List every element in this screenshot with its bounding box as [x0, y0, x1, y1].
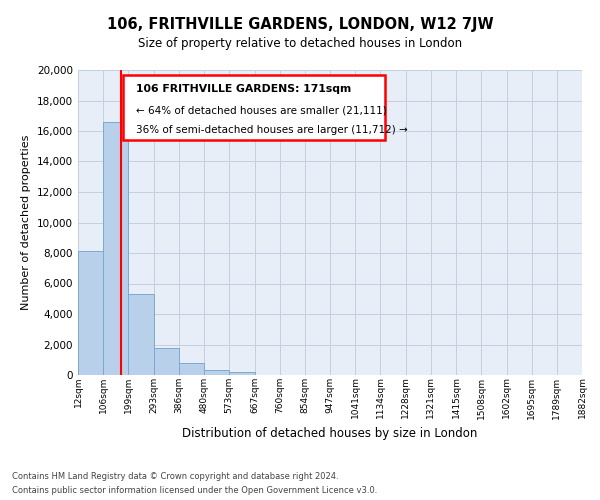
Bar — [78, 252, 103, 375]
Bar — [103, 122, 128, 375]
Text: 36% of semi-detached houses are larger (11,712) →: 36% of semi-detached houses are larger (… — [136, 125, 408, 135]
Bar — [179, 363, 204, 375]
Bar — [128, 294, 154, 375]
Text: Contains HM Land Registry data © Crown copyright and database right 2024.: Contains HM Land Registry data © Crown c… — [12, 472, 338, 481]
Bar — [229, 372, 254, 375]
Text: 106 FRITHVILLE GARDENS: 171sqm: 106 FRITHVILLE GARDENS: 171sqm — [136, 84, 351, 94]
X-axis label: Distribution of detached houses by size in London: Distribution of detached houses by size … — [182, 427, 478, 440]
Bar — [154, 348, 179, 375]
Text: 106, FRITHVILLE GARDENS, LONDON, W12 7JW: 106, FRITHVILLE GARDENS, LONDON, W12 7JW — [107, 18, 493, 32]
Text: ← 64% of detached houses are smaller (21,111): ← 64% of detached houses are smaller (21… — [136, 105, 387, 115]
Text: Contains public sector information licensed under the Open Government Licence v3: Contains public sector information licen… — [12, 486, 377, 495]
FancyBboxPatch shape — [124, 74, 385, 140]
Bar — [204, 370, 229, 375]
Text: Size of property relative to detached houses in London: Size of property relative to detached ho… — [138, 38, 462, 51]
Y-axis label: Number of detached properties: Number of detached properties — [22, 135, 31, 310]
